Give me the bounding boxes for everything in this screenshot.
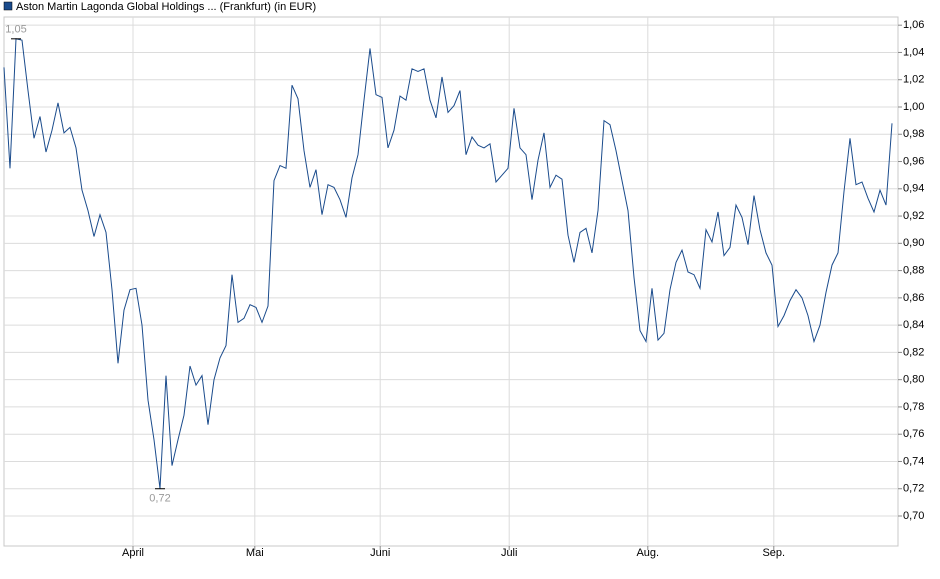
- y-tick-label: 0,82: [903, 346, 924, 358]
- legend-swatch: [3, 1, 13, 11]
- y-tick-label: 1,06: [903, 19, 924, 31]
- y-tick-label: 0,72: [903, 483, 924, 495]
- annotation-label: 1,05: [5, 24, 26, 36]
- y-tick-label: 0,76: [903, 428, 924, 440]
- y-tick-label: 1,00: [903, 101, 924, 113]
- x-tick-label: Mai: [246, 547, 264, 559]
- x-tick-label: Aug.: [636, 547, 659, 559]
- y-tick-label: 0,88: [903, 264, 924, 276]
- y-tick-label: 0,96: [903, 155, 924, 167]
- y-tick-label: 0,86: [903, 292, 924, 304]
- annotation-label: 0,72: [149, 493, 170, 505]
- x-tick-label: Juli: [501, 547, 518, 559]
- chart-title: Aston Martin Lagonda Global Holdings ...…: [16, 1, 316, 13]
- y-tick-label: 0,84: [903, 319, 924, 331]
- plot-frame: [3, 16, 899, 547]
- x-tick-label: Juni: [370, 547, 390, 559]
- x-tick-label: April: [122, 547, 144, 559]
- y-tick-label: 1,02: [903, 74, 924, 86]
- y-tick-label: 1,04: [903, 46, 924, 58]
- y-tick-label: 0,80: [903, 374, 924, 386]
- y-tick-label: 0,94: [903, 183, 924, 195]
- y-tick-label: 0,92: [903, 210, 924, 222]
- y-tick-label: 0,98: [903, 128, 924, 140]
- y-tick-label: 0,74: [903, 455, 924, 467]
- y-tick-label: 0,70: [903, 510, 924, 522]
- x-tick-label: Sep.: [762, 547, 785, 559]
- y-tick-label: 0,90: [903, 237, 924, 249]
- price-line: [3, 38, 893, 489]
- y-tick-label: 0,78: [903, 401, 924, 413]
